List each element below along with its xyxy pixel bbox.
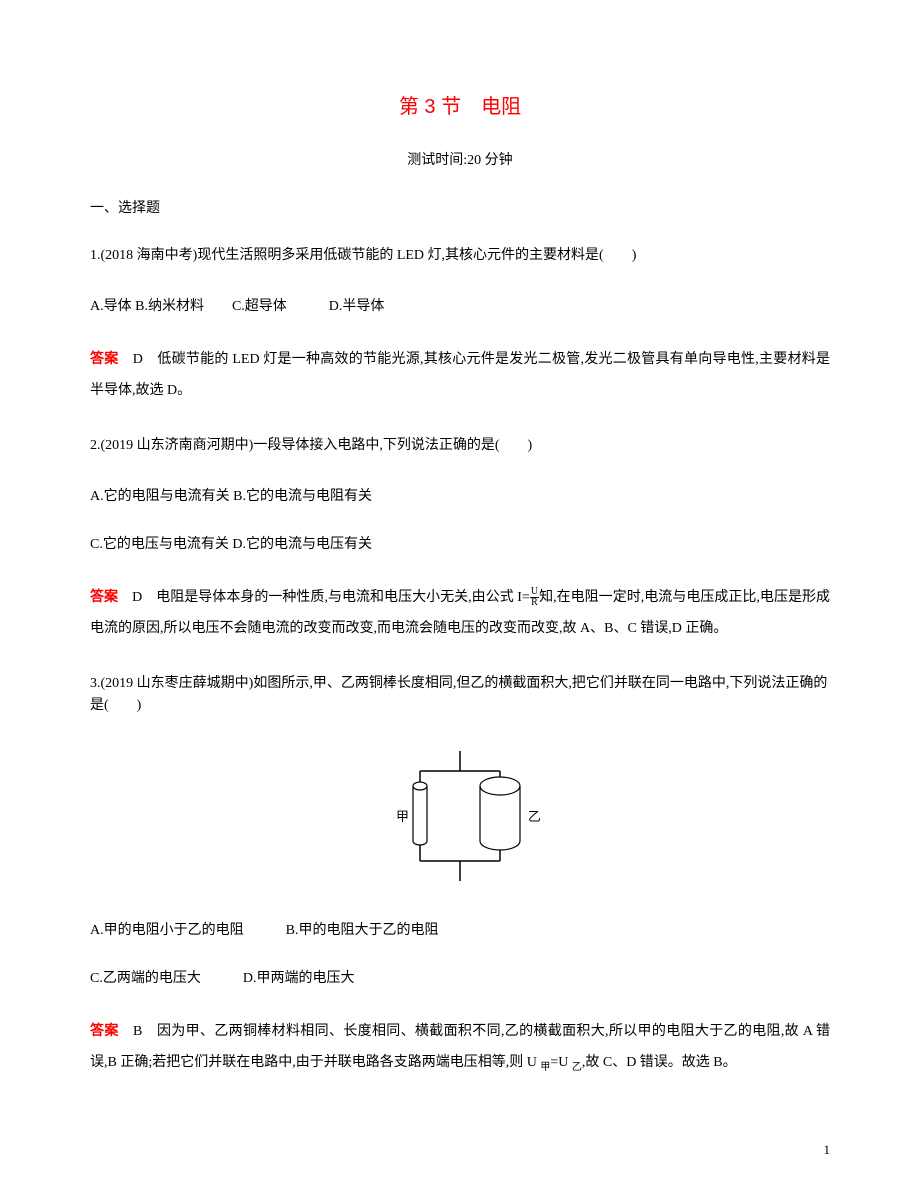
section-header: 一、选择题 [90, 197, 830, 217]
q3-figure: 甲 乙 [90, 746, 830, 891]
q1-options: A.导体 B.纳米材料 C.超导体 D.半导体 [90, 295, 830, 315]
fraction: UR [530, 587, 539, 608]
q3-mid: =U [550, 1055, 572, 1070]
q3-options-1: A.甲的电阻小于乙的电阻 B.甲的电阻大于乙的电阻 [90, 919, 830, 939]
frac-num: U [530, 587, 539, 598]
q2-options-2: C.它的电压与电流有关 D.它的电流与电压有关 [90, 533, 830, 553]
page-title: 第 3 节 电阻 [90, 90, 830, 119]
test-time: 测试时间:20 分钟 [90, 149, 830, 169]
circuit-diagram: 甲 乙 [380, 746, 540, 886]
answer-label: 答案 [90, 350, 119, 366]
page-number: 1 [824, 1142, 831, 1158]
sub2: 乙 [572, 1061, 582, 1072]
q3-answer: 答案 B 因为甲、乙两铜棒材料相同、长度相同、横截面积不同,乙的横截面积大,所以… [90, 1015, 830, 1079]
label-left: 甲 [396, 809, 409, 824]
q2-answer: 答案 D 电阻是导体本身的一种性质,与电流和电压大小无关,由公式 I=UR知,在… [90, 581, 830, 645]
q2-text: 2.(2019 山东济南商河期中)一段导体接入电路中,下列说法正确的是( ) [90, 435, 830, 457]
q2-options-1: A.它的电阻与电流有关 B.它的电流与电阻有关 [90, 485, 830, 505]
sub1: 甲 [540, 1061, 550, 1072]
answer-label: 答案 [90, 588, 118, 604]
answer-label: 答案 [90, 1022, 119, 1038]
q3-text: 3.(2019 山东枣庄薛城期中)如图所示,甲、乙两铜棒长度相同,但乙的横截面积… [90, 673, 830, 718]
q1-answer: 答案 D 低碳节能的 LED 灯是一种高效的节能光源,其核心元件是发光二极管,发… [90, 343, 830, 407]
q3-answer-post: ,故 C、D 错误。故选 B。 [582, 1055, 737, 1070]
q1-text: 1.(2018 海南中考)现代生活照明多采用低碳节能的 LED 灯,其核心元件的… [90, 245, 830, 267]
q3-options-2: C.乙两端的电压大 D.甲两端的电压大 [90, 967, 830, 987]
frac-den: R [530, 598, 539, 608]
q2-answer-pre: D 电阻是导体本身的一种性质,与电流和电压大小无关,由公式 I= [118, 590, 530, 605]
label-right: 乙 [528, 809, 540, 824]
q1-answer-text: D 低碳节能的 LED 灯是一种高效的节能光源,其核心元件是发光二极管,发光二极… [90, 352, 830, 398]
